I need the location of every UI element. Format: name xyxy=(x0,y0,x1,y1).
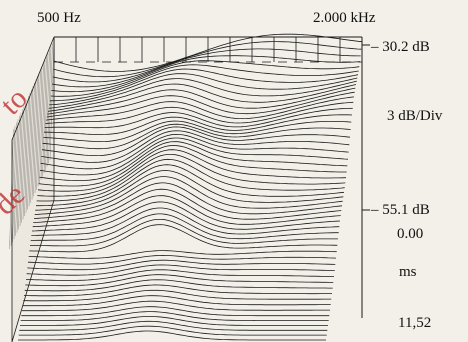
decay-slice xyxy=(45,96,355,121)
decay-slice xyxy=(32,195,341,228)
side-hatch xyxy=(21,102,26,223)
side-hatch xyxy=(30,82,35,203)
decay-slice xyxy=(47,87,356,115)
decay-slice xyxy=(45,101,354,124)
decay-slice xyxy=(28,250,337,259)
side-hatch xyxy=(19,105,25,227)
decay-slice xyxy=(25,274,334,287)
side-hatch xyxy=(16,112,22,233)
db-scale-label: 3 dB/Div xyxy=(387,108,443,124)
decay-slice xyxy=(19,320,328,331)
decay-slice xyxy=(30,213,339,241)
decay-slice xyxy=(51,60,360,93)
side-hatch xyxy=(18,109,23,230)
decay-slice xyxy=(24,279,333,292)
db-bottom-label: – 55.1 dB xyxy=(371,202,430,218)
decay-slice xyxy=(26,264,335,276)
decay-slice xyxy=(36,158,345,202)
side-hatch xyxy=(9,129,14,250)
decay-slice xyxy=(52,48,361,83)
side-hatch xyxy=(46,46,52,167)
side-wall xyxy=(11,36,55,342)
decay-slice xyxy=(34,176,343,215)
decay-slice xyxy=(23,289,332,302)
decay-slice xyxy=(33,182,343,219)
time-unit-label: ms xyxy=(399,264,417,280)
decay-slice xyxy=(39,141,348,182)
side-hatch xyxy=(49,39,55,161)
side-hatch xyxy=(15,115,20,236)
decay-slice xyxy=(37,153,346,197)
side-hatch xyxy=(22,99,28,220)
decay-slice xyxy=(30,218,338,247)
decay-slice xyxy=(50,64,359,97)
decay-slice xyxy=(31,207,340,236)
decay-slice xyxy=(22,300,330,312)
side-hatch xyxy=(48,43,53,164)
decay-slice xyxy=(41,130,350,163)
side-hatch xyxy=(12,122,17,243)
decay-slice xyxy=(31,201,341,232)
decay-slice xyxy=(44,114,353,135)
decay-slice xyxy=(20,316,328,326)
decay-slice xyxy=(48,78,357,109)
decay-slice xyxy=(39,137,349,176)
decay-slice xyxy=(27,259,336,271)
decay-slice xyxy=(21,306,330,317)
x-label-left: 500 Hz xyxy=(37,10,81,26)
decay-slice xyxy=(53,41,362,78)
decay-slice xyxy=(24,284,332,297)
decay-slice xyxy=(20,311,329,322)
decay-slice xyxy=(44,107,353,129)
decay-slice xyxy=(49,73,358,106)
decay-slice xyxy=(47,83,357,112)
side-hatch xyxy=(43,53,49,174)
side-hatch xyxy=(34,72,40,194)
side-hatch xyxy=(36,69,41,190)
side-hatch xyxy=(40,59,46,180)
decay-slice xyxy=(41,126,351,157)
decay-slice xyxy=(46,91,355,118)
decay-slice xyxy=(35,170,344,211)
decay-slice xyxy=(27,254,337,265)
decay-slice xyxy=(38,145,347,187)
decay-slice xyxy=(18,330,326,341)
side-hatch xyxy=(31,79,37,200)
side-hatch xyxy=(33,76,38,197)
x-label-right: 2.000 kHz xyxy=(313,10,376,26)
decay-slice xyxy=(36,164,345,207)
decay-slice xyxy=(37,149,347,192)
side-hatch xyxy=(24,96,29,217)
decay-slice xyxy=(49,68,359,102)
time-end-label: 11,52 xyxy=(398,315,432,331)
decay-slice xyxy=(43,120,352,143)
decay-slice xyxy=(29,224,338,253)
decay-slice xyxy=(40,133,349,170)
decay-slice xyxy=(22,295,331,307)
side-hatch xyxy=(10,125,16,246)
decay-slice xyxy=(51,55,361,88)
side-hatch xyxy=(27,89,32,210)
decay-slice xyxy=(25,269,335,281)
db-top-label: – 30.2 dB xyxy=(371,39,430,55)
side-hatch xyxy=(13,119,19,240)
side-hatch xyxy=(37,66,43,187)
decay-slice xyxy=(42,123,351,150)
decay-slice xyxy=(18,325,327,336)
side-hatch xyxy=(25,92,31,213)
decay-slice xyxy=(33,188,342,223)
side-hatch xyxy=(39,63,44,184)
decay-slice xyxy=(53,33,363,72)
time-start-label: 0.00 xyxy=(397,226,424,242)
side-hatch xyxy=(28,86,34,207)
